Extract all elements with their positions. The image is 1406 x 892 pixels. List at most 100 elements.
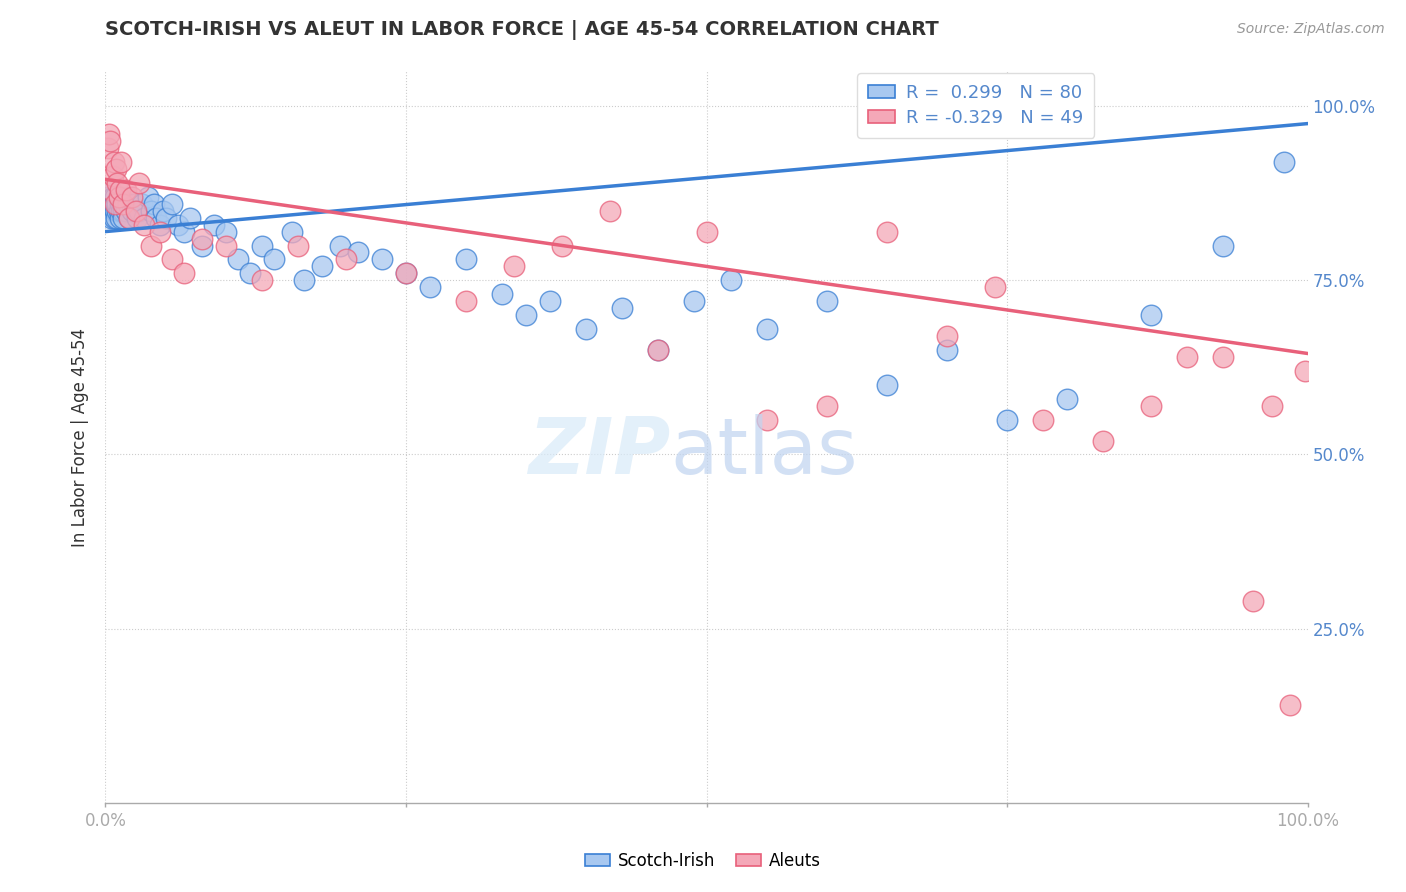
Point xyxy=(815,399,838,413)
Point xyxy=(112,211,135,225)
Point xyxy=(395,266,418,280)
Point xyxy=(114,196,136,211)
Point xyxy=(936,329,959,343)
Point xyxy=(121,190,143,204)
Point xyxy=(683,294,706,309)
Point xyxy=(1243,594,1265,608)
Point xyxy=(160,252,183,267)
Point xyxy=(117,196,139,211)
Point xyxy=(647,343,669,357)
Point xyxy=(395,266,418,280)
Point xyxy=(110,203,132,218)
Point xyxy=(647,343,669,357)
Point xyxy=(311,260,333,274)
Legend: R =  0.299   N = 80, R = -0.329   N = 49: R = 0.299 N = 80, R = -0.329 N = 49 xyxy=(858,73,1094,138)
Point xyxy=(107,190,129,204)
Point xyxy=(148,218,170,232)
Point xyxy=(173,225,195,239)
Point xyxy=(503,260,526,274)
Point xyxy=(551,238,574,252)
Point xyxy=(599,203,621,218)
Point xyxy=(105,196,128,211)
Point xyxy=(190,231,212,245)
Point xyxy=(115,190,138,204)
Point xyxy=(128,203,150,218)
Point xyxy=(612,301,634,316)
Point xyxy=(454,294,477,309)
Point xyxy=(107,203,129,218)
Point xyxy=(166,218,188,232)
Point xyxy=(1056,392,1078,406)
Point xyxy=(108,211,131,225)
Point xyxy=(454,252,477,267)
Point xyxy=(105,211,128,225)
Point xyxy=(107,203,129,218)
Point xyxy=(250,273,273,287)
Point xyxy=(111,196,134,211)
Point xyxy=(115,203,138,218)
Point xyxy=(105,161,128,176)
Point xyxy=(107,176,129,190)
Point xyxy=(575,322,598,336)
Point xyxy=(132,211,155,225)
Point xyxy=(190,238,212,252)
Point xyxy=(250,238,273,252)
Point xyxy=(292,273,315,287)
Point xyxy=(104,203,127,218)
Text: Source: ZipAtlas.com: Source: ZipAtlas.com xyxy=(1237,22,1385,37)
Point xyxy=(755,412,778,426)
Point xyxy=(108,183,131,197)
Point xyxy=(139,238,162,252)
Point xyxy=(1278,698,1301,713)
Point xyxy=(110,155,132,169)
Point xyxy=(263,252,285,267)
Point xyxy=(98,196,121,211)
Point xyxy=(101,203,124,218)
Point xyxy=(160,196,183,211)
Point xyxy=(287,238,309,252)
Point xyxy=(202,218,225,232)
Point xyxy=(179,211,201,225)
Point xyxy=(239,266,262,280)
Point xyxy=(1260,399,1282,413)
Point xyxy=(139,203,162,218)
Point xyxy=(936,343,959,357)
Point xyxy=(110,190,132,204)
Text: SCOTCH-IRISH VS ALEUT IN LABOR FORCE | AGE 45-54 CORRELATION CHART: SCOTCH-IRISH VS ALEUT IN LABOR FORCE | A… xyxy=(105,21,939,40)
Point xyxy=(148,225,170,239)
Point xyxy=(145,211,167,225)
Point xyxy=(371,252,394,267)
Point xyxy=(984,280,1007,294)
Point xyxy=(995,412,1018,426)
Text: atlas: atlas xyxy=(671,414,858,490)
Point xyxy=(173,266,195,280)
Point xyxy=(103,196,125,211)
Point xyxy=(876,377,898,392)
Point xyxy=(98,203,121,218)
Point xyxy=(131,196,153,211)
Point xyxy=(124,196,146,211)
Point xyxy=(1092,434,1115,448)
Point xyxy=(118,211,141,225)
Point xyxy=(335,252,357,267)
Point xyxy=(101,190,124,204)
Point xyxy=(281,225,304,239)
Point xyxy=(121,203,143,218)
Point xyxy=(1212,238,1234,252)
Point xyxy=(214,225,236,239)
Point xyxy=(491,287,513,301)
Point xyxy=(876,225,898,239)
Point xyxy=(1294,364,1316,378)
Point xyxy=(1140,308,1163,322)
Point xyxy=(115,183,138,197)
Point xyxy=(104,190,127,204)
Point xyxy=(132,218,155,232)
Point xyxy=(103,155,125,169)
Point xyxy=(214,238,236,252)
Point xyxy=(1212,350,1234,364)
Point xyxy=(98,127,121,141)
Y-axis label: In Labor Force | Age 45-54: In Labor Force | Age 45-54 xyxy=(72,327,90,547)
Point xyxy=(538,294,561,309)
Point xyxy=(125,211,148,225)
Point xyxy=(755,322,778,336)
